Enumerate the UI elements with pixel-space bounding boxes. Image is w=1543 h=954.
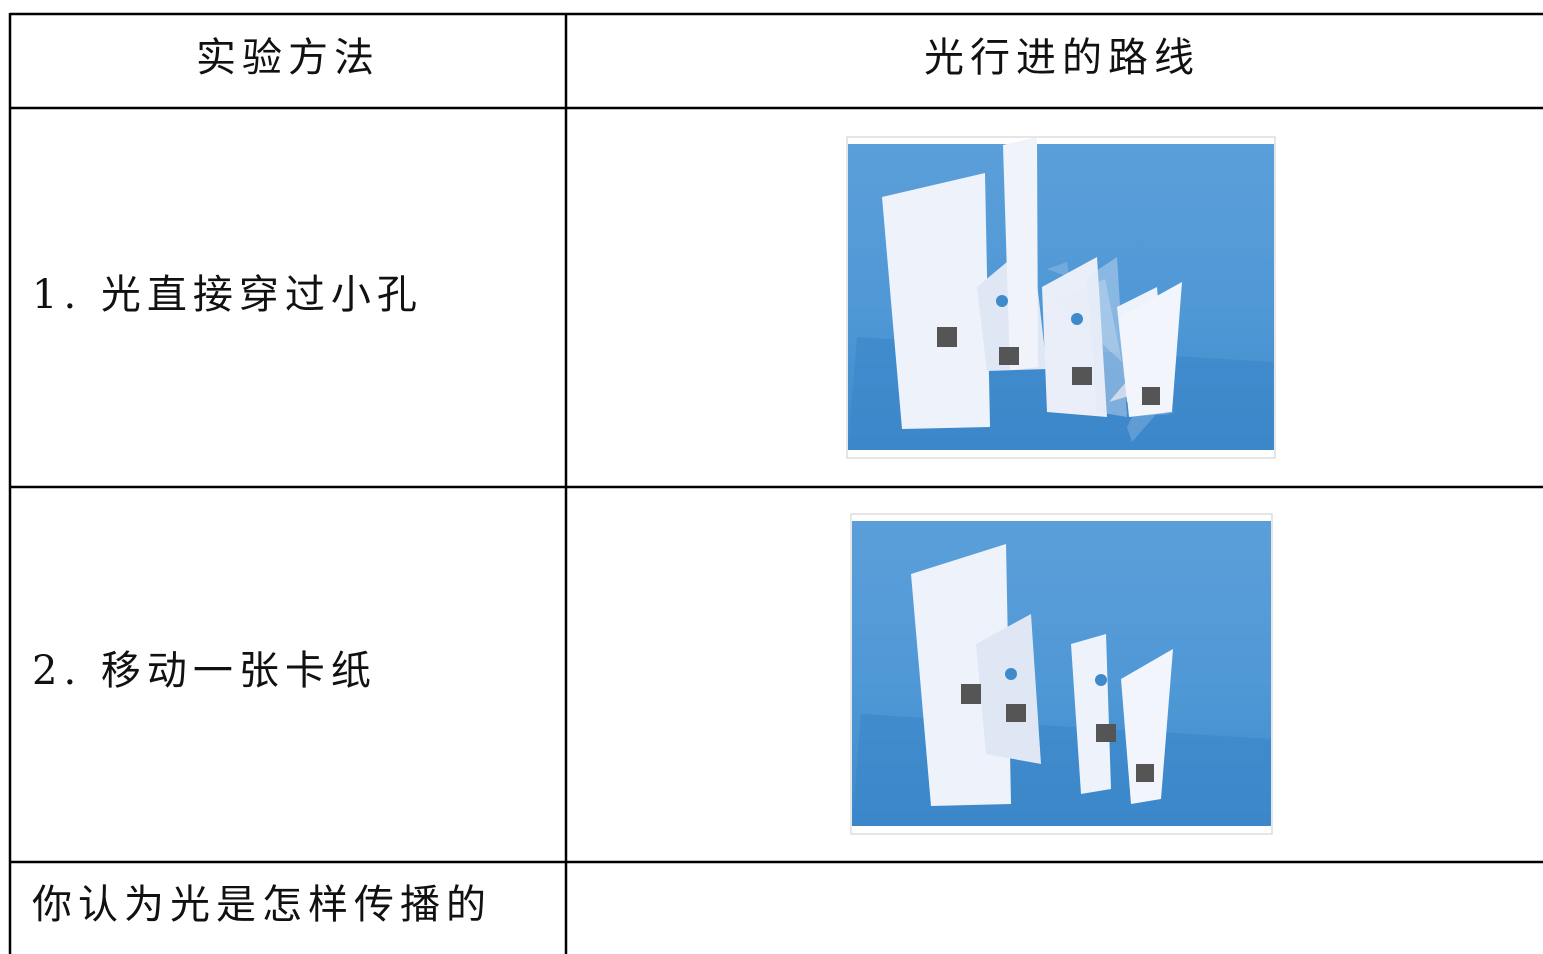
photo [846, 136, 1276, 459]
row-label: 你认为光是怎样传播的 [32, 882, 492, 928]
table-grid [8, 12, 1543, 954]
header-cell: 实验方法 [196, 35, 380, 81]
row-label: 2. 移动一张卡纸 [32, 648, 377, 694]
row-label: 1. 光直接穿过小孔 [32, 272, 423, 318]
header-cell: 光行进的路线 [924, 35, 1200, 81]
photo [850, 513, 1273, 835]
